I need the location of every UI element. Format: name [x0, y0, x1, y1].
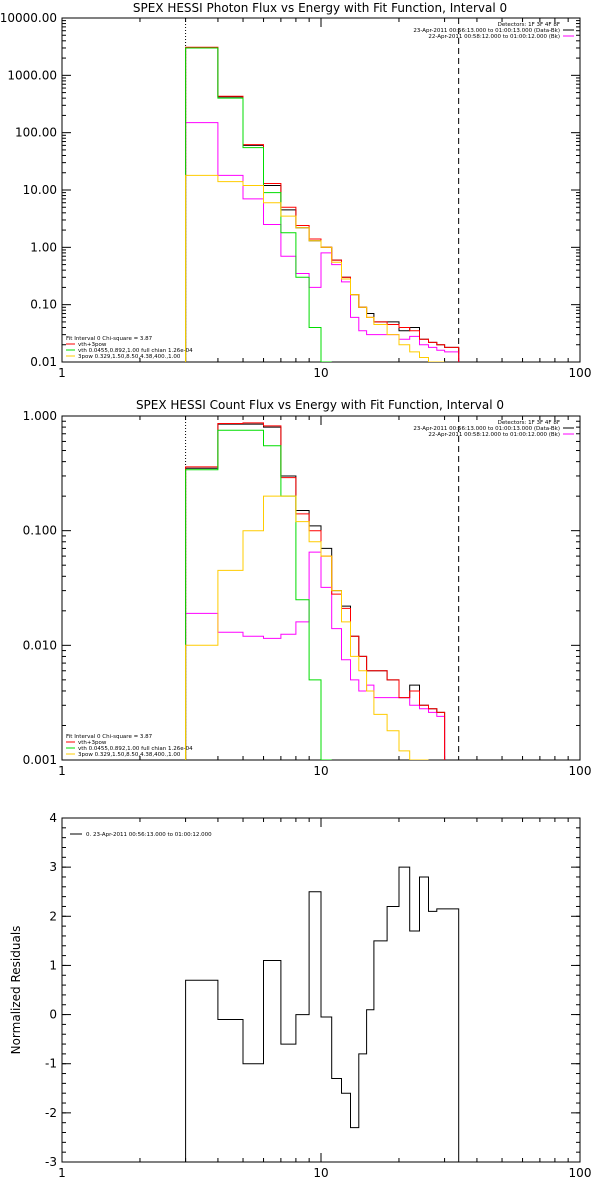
legend-entry: 3pow 0.329,1.50,8.50,4.38,400.,1.00 [78, 354, 181, 360]
series-line [185, 423, 446, 760]
legend-entry: Fit Interval 0 Chi-square = 3.87 [66, 734, 153, 740]
legend-entry: 23-Apr-2011 00:56:13.000 to 01:00:13.000… [413, 28, 560, 34]
legend-entry: vth 0.0455,0.892,1.00 full chian 1.26e-0… [78, 746, 193, 752]
y-tick-label: 0.001 [23, 753, 57, 767]
plot-area: 1 10 100 1.000 0.100 0.010 0.001 Detectors: 1F … [23, 409, 592, 778]
y-tick-label: -2 [45, 1106, 57, 1120]
y-tick-label: 3 [49, 860, 57, 874]
x-tick-label: 10 [313, 366, 328, 380]
legend-entry: 22-Apr-2011 00:58:12.000 to 01:00:12.000… [428, 432, 560, 438]
series-line [185, 46, 460, 362]
residuals-chart: Normalized Residuals 1 10 10043210-1-2-30.… [9, 811, 591, 1180]
series-line [185, 47, 460, 362]
legend-entry: Detectors: 1F 3F 4F 8F [498, 420, 560, 426]
legend-entry: Fit Interval 0 Chi-square = 3.87 [66, 336, 153, 342]
series-line [185, 866, 460, 1162]
legend-entry: Detectors: 1F 3F 4F 8F [498, 22, 560, 28]
series-line [185, 174, 445, 362]
y-tick-label: 4 [49, 811, 57, 825]
y-tick-label: 10000.00 [0, 11, 57, 25]
y-tick-label: 1.00 [30, 240, 57, 254]
y-tick-label: 1.000 [23, 409, 57, 423]
y-tick-label: 0.010 [23, 638, 57, 652]
y-tick-label: -3 [45, 1155, 57, 1169]
y-tick-label: 0.100 [23, 524, 57, 538]
y-tick-label: -1 [45, 1057, 57, 1071]
legend-entry: 22-Apr-2011 00:58:12.000 to 01:00:12.000… [428, 34, 560, 40]
x-tick-label: 10 [313, 1166, 328, 1180]
chart-title: SPEX HESSI Photon Flux vs Energy with Fi… [133, 1, 507, 15]
y-tick-label: 1000.00 [7, 68, 57, 82]
y-tick-label: 1 [49, 958, 57, 972]
series-line [185, 495, 429, 760]
series-line [185, 551, 446, 760]
series-line [185, 422, 446, 760]
y-tick-label: 2 [49, 909, 57, 923]
x-tick-label: 1 [58, 764, 66, 778]
count-flux-chart: SPEX HESSI Count Flux vs Energy with Fit… [23, 398, 592, 778]
x-tick-label: 10 [313, 764, 328, 778]
y-tick-label: 0.10 [30, 298, 57, 312]
chart-title: SPEX HESSI Count Flux vs Energy with Fit… [136, 398, 504, 412]
photon-flux-chart: SPEX HESSI Photon Flux vs Energy with Fi… [0, 1, 591, 380]
y-tick-label: 0.01 [30, 355, 57, 369]
legend-entry: vth 0.0455,0.892,1.00 full chian 1.26e-0… [78, 348, 193, 354]
series-line [185, 122, 460, 362]
plot-area: 1 10 100 10000.00 1000.00 100.00 10.00 1.00 0.10… [0, 11, 591, 380]
legend-entry: 3pow 0.329,1.50,8.50,4.38,400.,1.00 [78, 752, 181, 758]
y-tick-label: 100.00 [15, 126, 57, 140]
series-line [185, 429, 332, 760]
legend-entry: vth+3pow [78, 740, 107, 746]
x-tick-label: 1 [58, 1166, 66, 1180]
y-tick-label: 10.00 [23, 183, 57, 197]
legend-entry: vth+3pow [78, 342, 107, 348]
plot-frame [61, 17, 581, 363]
y-axis-label: Normalized Residuals [9, 926, 23, 1055]
legend-entry: 0. 23-Apr-2011 00:56:13.000 to 01:00:12.… [86, 832, 212, 838]
series-line [185, 47, 332, 362]
x-tick-label: 1 [58, 366, 66, 380]
y-tick-label: 0 [49, 1008, 57, 1022]
x-tick-label: 100 [569, 366, 592, 380]
x-tick-label: 100 [569, 1166, 592, 1180]
x-tick-label: 100 [569, 764, 592, 778]
legend-entry: 23-Apr-2011 00:56:13.000 to 01:00:13.000… [413, 426, 560, 432]
